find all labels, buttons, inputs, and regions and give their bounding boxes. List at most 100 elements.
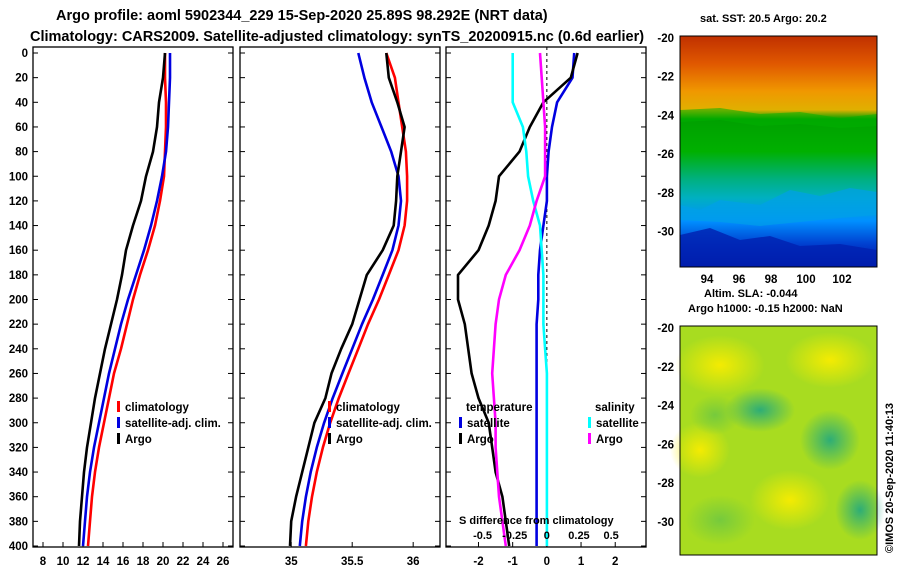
depth-tick-label: 260 <box>9 368 28 380</box>
imos-credit: ©IMOS 20-Sep-2020 11:40:13 <box>884 403 896 553</box>
series-line-argo <box>288 52 406 547</box>
sla-map-blob <box>785 332 875 388</box>
header-title-line1: Argo profile: aoml 5902344_229 15-Sep-20… <box>56 8 548 24</box>
s-difference-ticks: -0.5 -0.25 0 0.25 0.5 <box>473 530 619 542</box>
sst-lat-label: -26 <box>657 149 674 161</box>
series-line-temperature-argo <box>456 52 579 547</box>
depth-tick-label: 120 <box>9 196 28 208</box>
axis-tick-marks <box>33 52 646 547</box>
depth-tick-label: 320 <box>9 442 28 454</box>
depth-tick-label: 160 <box>9 245 28 257</box>
sst-map-band <box>680 228 877 267</box>
depth-tick-label: 340 <box>9 467 28 479</box>
legend-label-climatology: climatology <box>125 402 190 414</box>
x-tick-label: 26 <box>217 556 230 568</box>
depth-tick-label: 300 <box>9 418 28 430</box>
sla-lat-label: -20 <box>657 323 674 335</box>
legend-swatch-climatology <box>328 401 331 412</box>
sst-map <box>679 35 878 268</box>
salinity-legend: climatology satellite-adj. clim. Argo <box>328 401 432 446</box>
sla-map <box>670 325 885 556</box>
depth-tick-label: 0 <box>22 48 28 60</box>
legend-swatch-argo <box>328 433 331 444</box>
series-line-satellite-adj-clim- <box>298 52 403 547</box>
depth-tick-label: 360 <box>9 492 28 504</box>
s-tick-label: -0.5 <box>473 530 492 542</box>
legend-swatch-temp-satellite <box>459 417 462 428</box>
x-axis-labels: 8 10 12 14 16 18 20 22 24 26 35 35.5 36 -2 -1 0 1 2 <box>40 556 619 568</box>
legend-swatch-sal-argo <box>588 433 591 444</box>
sla-map-lat-labels: -20 -22 -24 -26 -28 -30 <box>657 323 674 529</box>
x-tick-label: 22 <box>177 556 190 568</box>
legend-swatch-climatology <box>117 401 120 412</box>
x-tick-label: 20 <box>157 556 170 568</box>
x-tick-label: 14 <box>97 556 110 568</box>
x-tick-label: 35 <box>285 556 298 568</box>
sla-map-title-line2: Argo h1000: -0.15 h2000: NaN <box>688 303 843 315</box>
sla-map-blob <box>725 388 795 432</box>
depth-tick-label: 20 <box>15 73 28 85</box>
sst-map-band <box>680 188 877 226</box>
legend-label-satellite: satellite-adj. clim. <box>336 418 432 430</box>
difference-series <box>456 52 579 547</box>
sla-map-title-line1: Altim. SLA: -0.044 <box>704 288 798 300</box>
depth-axis-labels: 0 20 40 60 80 100 120 140 160 180 200 220 240 260 280 3… <box>9 48 28 553</box>
x-tick-label: 0 <box>544 556 550 568</box>
series-line-climatology <box>86 53 168 547</box>
header-title-line2: Climatology: CARS2009. Satellite-adjuste… <box>30 29 644 45</box>
difference-legend: temperature satellite Argo salinity sate… <box>459 402 639 446</box>
legend-swatch-temp-argo <box>459 433 462 444</box>
legend-label-climatology: climatology <box>336 402 401 414</box>
sst-lat-label: -20 <box>657 33 674 45</box>
s-tick-label: -0.25 <box>502 530 527 542</box>
legend-label-argo: Argo <box>336 434 363 446</box>
sla-map-blob <box>800 410 860 470</box>
legend-swatch-argo <box>117 433 120 444</box>
x-tick-label: 24 <box>197 556 210 568</box>
legend-swatch-satellite <box>328 417 331 428</box>
sst-map-frame <box>679 35 878 268</box>
sla-map-blob <box>750 470 830 530</box>
depth-tick-label: 140 <box>9 221 28 233</box>
sst-map-lon-labels: 94 96 98 100 102 <box>701 274 852 286</box>
salinity-panel-frame <box>239 46 441 548</box>
legend-label-sal-argo: Argo <box>596 434 623 446</box>
s-tick-label: 0 <box>544 530 550 542</box>
sla-map-blob <box>690 395 740 435</box>
legend-title-temperature: temperature <box>466 402 532 414</box>
depth-tick-label: 100 <box>9 171 28 183</box>
series-line-salinity-argo <box>490 52 547 547</box>
x-tick-label: 16 <box>117 556 130 568</box>
legend-label-satellite: satellite-adj. clim. <box>125 418 221 430</box>
s-tick-label: 0.25 <box>568 530 589 542</box>
sst-lon-label: 94 <box>701 274 714 286</box>
sst-lat-label: -22 <box>657 72 674 84</box>
x-tick-label: 8 <box>40 556 47 568</box>
sst-lat-label: -28 <box>657 188 674 200</box>
depth-tick-label: 380 <box>9 516 28 528</box>
legend-label-temp-argo: Argo <box>467 434 494 446</box>
sst-lon-label: 98 <box>765 274 778 286</box>
series-line-temperature-satellite <box>535 52 576 546</box>
depth-tick-label: 60 <box>15 122 28 134</box>
sla-map-blob <box>670 422 730 478</box>
depth-tick-label: 400 <box>9 541 28 553</box>
legend-swatch-satellite <box>117 417 120 428</box>
x-tick-label: -1 <box>508 556 519 568</box>
sst-map-field <box>680 36 877 267</box>
series-line-argo <box>77 52 167 547</box>
sla-lat-label: -26 <box>657 439 674 451</box>
x-tick-label: 18 <box>137 556 150 568</box>
sla-map-blob <box>835 480 885 540</box>
x-tick-label: 1 <box>578 556 585 568</box>
sst-map-band <box>680 108 877 128</box>
x-tick-label: 12 <box>77 556 90 568</box>
depth-tick-label: 200 <box>9 295 28 307</box>
salinity-series <box>288 52 409 547</box>
temperature-series <box>77 52 172 547</box>
x-tick-label: 36 <box>407 556 420 568</box>
s-tick-label: 0.5 <box>603 530 618 542</box>
x-tick-label: 10 <box>57 556 70 568</box>
x-tick-label: -2 <box>473 556 483 568</box>
